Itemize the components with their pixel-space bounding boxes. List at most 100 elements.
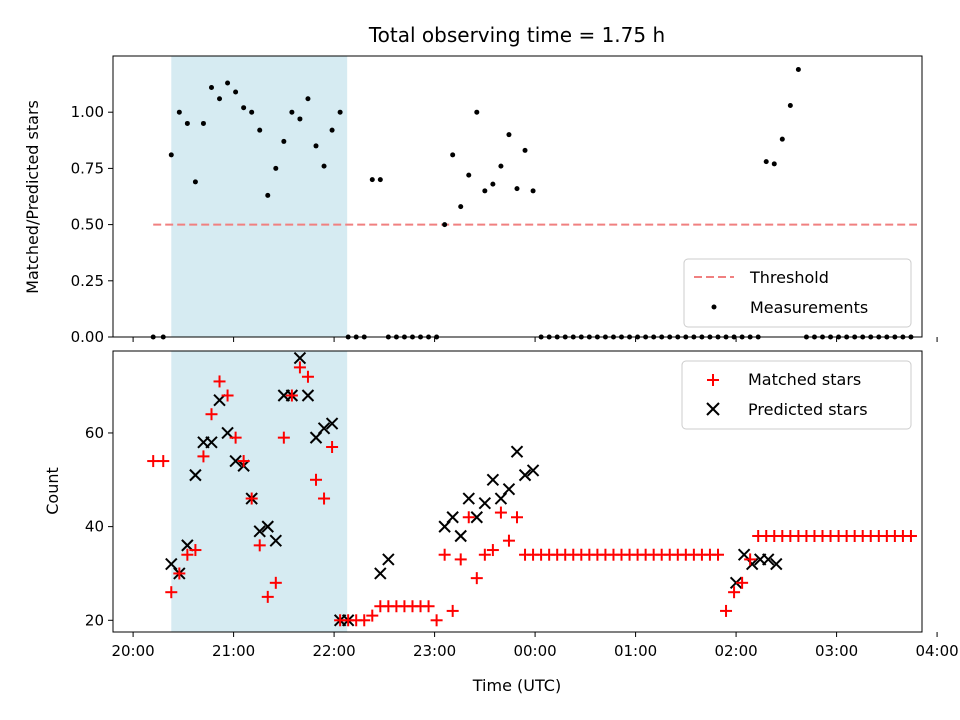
legend-threshold-label: Threshold [749, 268, 829, 287]
measurement-point [233, 89, 239, 95]
predicted-star-marker [729, 576, 743, 590]
predicted-star-marker [269, 534, 283, 547]
predicted-star-marker [486, 473, 500, 486]
x-tick-label: 03:00 [815, 642, 858, 660]
predicted-star-marker [189, 468, 202, 482]
predicted-star-marker [446, 511, 459, 524]
matched-star-marker [502, 534, 515, 547]
measurement-point [200, 120, 206, 126]
bottom-legend: Matched stars Predicted stars [681, 360, 912, 430]
matched-star-marker [470, 572, 483, 585]
top-y-tick-label: 0.50 [71, 216, 104, 234]
measurement-point [474, 109, 480, 115]
matched-star-marker [269, 576, 282, 589]
matched-star-marker [189, 544, 202, 557]
measurement-point [257, 127, 263, 133]
matched-star-marker [165, 586, 178, 599]
measurement-point [466, 172, 472, 178]
matched-star-marker [173, 567, 186, 580]
legend-matched-label: Matched stars [748, 370, 861, 389]
matched-star-marker [147, 455, 160, 468]
measurement-point [369, 177, 375, 183]
measurement-point [184, 120, 190, 126]
x-tick-label: 02:00 [714, 642, 757, 660]
measurement-point [763, 159, 769, 165]
predicted-star-marker [526, 464, 540, 477]
bottom-observing-span [171, 351, 348, 632]
predicted-star-marker [470, 511, 484, 524]
legend-matched-swatch [707, 374, 719, 386]
bottom-y-axis-label: Count [43, 467, 62, 515]
predicted-star-marker [478, 497, 492, 510]
matched-star-marker [205, 408, 218, 421]
matched-star-marker [285, 389, 298, 402]
matched-star-marker [366, 609, 379, 622]
top-legend: Threshold Measurements [683, 258, 912, 328]
matched-star-marker [728, 586, 741, 599]
predicted-star-marker [229, 454, 242, 468]
predicted-star-marker [213, 393, 226, 407]
measurement-point [450, 152, 456, 158]
measurement-point [482, 188, 488, 194]
measurement-point [787, 102, 793, 108]
measurement-point [217, 96, 223, 102]
measurement-point [249, 109, 255, 115]
matched-star-marker [277, 431, 290, 444]
top-panel: 0.00 0.25 0.50 0.75 1.00 Total observing tim… [23, 23, 938, 346]
x-tick-label: 01:00 [614, 642, 657, 660]
matched-star-marker [486, 544, 499, 557]
top-y-tick-label: 0.75 [71, 159, 104, 177]
measurement-point [458, 204, 464, 210]
matched-star-marker [478, 548, 491, 561]
matched-star-marker [494, 506, 507, 519]
top-observing-span [171, 56, 348, 337]
matched-star-marker [245, 492, 258, 505]
predicted-star-marker [454, 529, 467, 543]
predicted-star-marker [301, 389, 315, 402]
measurement-point [530, 188, 536, 194]
matched-star-marker [462, 511, 475, 524]
x-tick-label: 20:00 [111, 642, 154, 660]
measurement-point [297, 116, 303, 122]
top-y-axis-label: Matched/Predicted stars [23, 100, 42, 294]
matched-star-marker [326, 441, 339, 454]
bottom-legend-box [681, 360, 912, 430]
matched-star-marker [438, 548, 451, 561]
bottom-y-tick-label: 60 [85, 424, 104, 442]
matched-star-marker [237, 455, 250, 468]
measurement-point [192, 179, 198, 185]
predicted-star-marker [770, 557, 783, 571]
measurement-point [337, 109, 343, 115]
top-y-ticks: 0.00 0.25 0.50 0.75 1.00 [71, 103, 113, 346]
predicted-star-marker [502, 482, 516, 496]
matched-star-marker [261, 590, 274, 603]
measurement-point [442, 222, 448, 228]
measurement-point [779, 136, 785, 142]
measurement-point [265, 192, 271, 198]
matched-star-marker [358, 614, 371, 627]
measurement-point [795, 66, 801, 72]
chart-title: Total observing time = 1.75 h [368, 23, 665, 47]
predicted-star-marker [221, 426, 234, 440]
top-y-tick-label: 0.00 [71, 328, 104, 346]
x-tick-label: 22:00 [312, 642, 355, 660]
predicted-star-marker [325, 417, 339, 430]
matched-star-marker [197, 450, 210, 463]
bottom-x-ticks: 20:00 21:00 22:00 23:00 00:00 01:00 02:00 03:00… [111, 632, 959, 660]
predicted-star-marker [518, 468, 532, 482]
measurement-point [273, 165, 279, 171]
predicted-star-marker [374, 567, 387, 580]
measurement-point [305, 96, 311, 102]
predicted-star-marker [510, 445, 524, 458]
predicted-star-marker [253, 525, 266, 538]
predicted-star-marker [462, 492, 475, 505]
bottom-y-ticks: 20 40 60 [85, 424, 113, 629]
matched-star-marker [221, 389, 234, 402]
x-tick-label: 00:00 [513, 642, 556, 660]
legend-measurements-swatch [711, 304, 717, 310]
matched-star-marker [736, 576, 749, 589]
predicted-star-marker [382, 553, 395, 566]
matched-star-marker [422, 600, 435, 613]
bottom-y-tick-label: 40 [85, 518, 104, 536]
